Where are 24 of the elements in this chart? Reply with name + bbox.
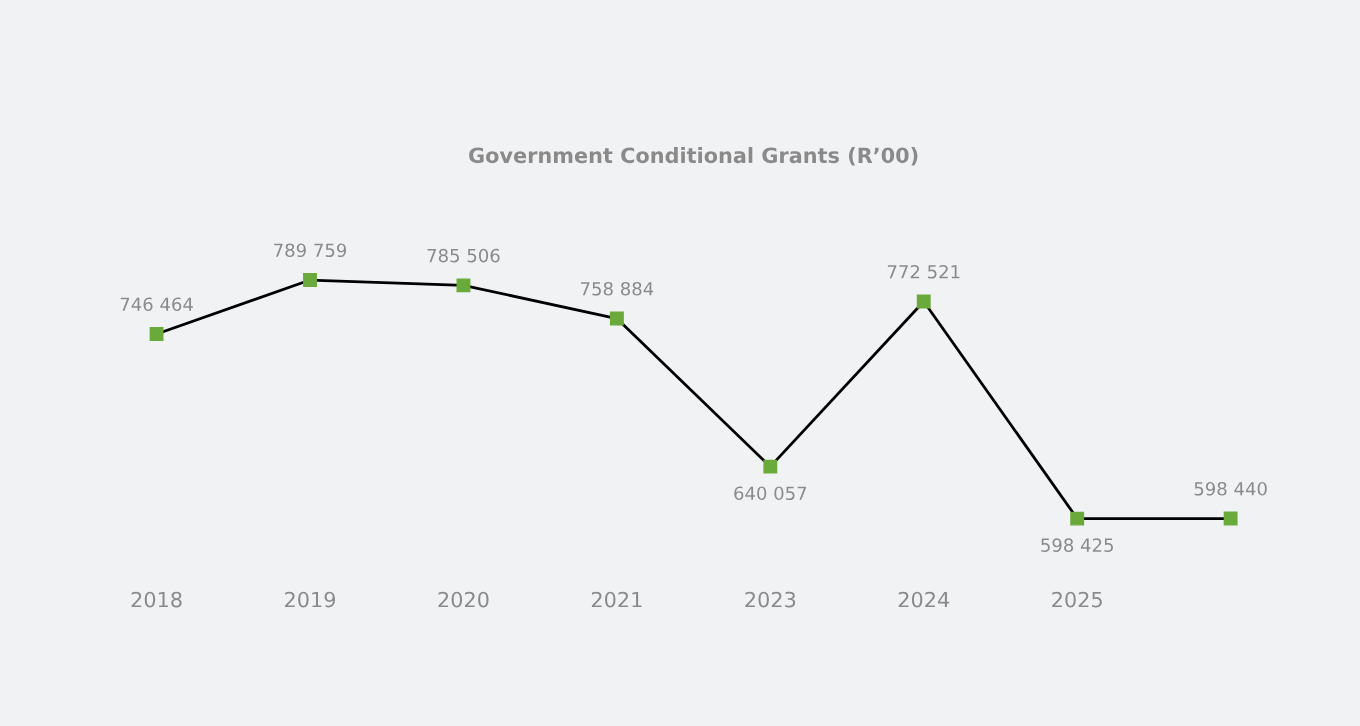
x-tick-label: 2025 — [1052, 591, 1102, 608]
data-label: 598 440 — [1194, 481, 1267, 496]
point — [1223, 511, 1238, 526]
x-tick-label: 2018 — [131, 591, 182, 608]
data-label: 598 425 — [1041, 538, 1113, 552]
point — [456, 278, 471, 293]
point — [609, 311, 624, 326]
chart-title: Government Conditional Grants (R’00) — [469, 147, 918, 166]
x-tick-label: 2019 — [285, 591, 336, 608]
x-tick-label: 2024 — [898, 591, 950, 608]
point — [1070, 511, 1085, 526]
data-label: 640 057 — [734, 486, 807, 501]
data-label: 785 506 — [427, 248, 500, 263]
point — [303, 273, 317, 287]
data-label: 746 464 — [120, 297, 193, 312]
point — [763, 459, 778, 474]
x-tick-label: 2020 — [438, 591, 489, 608]
x-tick-label: 2021 — [591, 591, 642, 608]
point — [149, 327, 164, 341]
data-label: 772 521 — [887, 264, 960, 279]
data-label: 789 759 — [274, 243, 347, 258]
x-tick-label: 2023 — [745, 591, 796, 608]
data-label: 758 884 — [581, 281, 654, 296]
point — [916, 294, 931, 309]
